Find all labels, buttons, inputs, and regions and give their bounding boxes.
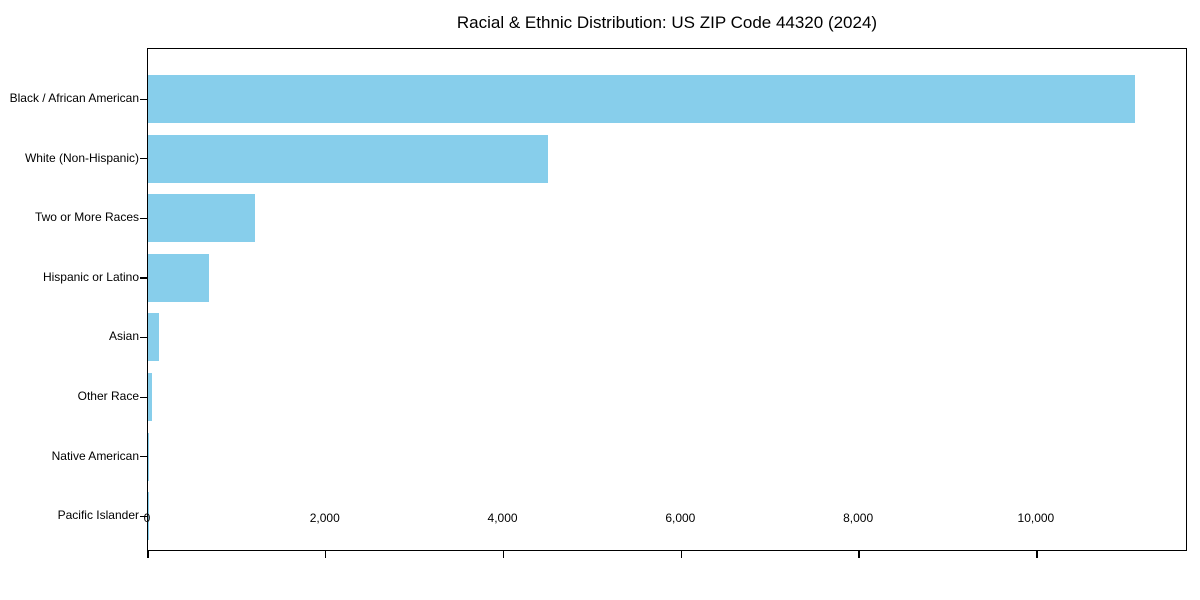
category-label: Black / African American: [9, 91, 139, 105]
category-label: White (Non-Hispanic): [24, 150, 139, 165]
category-label: Other Race: [77, 389, 139, 403]
category-label: Pacific Islander: [57, 508, 139, 523]
category-label: Two or More Races: [34, 210, 139, 225]
y-tick-mark: [140, 456, 148, 458]
bar-native-american: [148, 432, 150, 481]
x-tick-mark: [502, 550, 505, 558]
x-tick-mark: [325, 550, 327, 558]
category-label: Asian: [108, 329, 139, 344]
bar-hispanic-or-latino: [148, 253, 210, 302]
bar-black-african-american: [148, 75, 1135, 123]
x-tick-mark: [680, 550, 682, 558]
y-tick-mark: [140, 217, 148, 219]
x-tick-label: 2,000: [309, 511, 340, 525]
category-label: Native American: [51, 448, 139, 463]
x-tick-label: 0: [143, 511, 151, 525]
bar-asian: [148, 313, 159, 362]
plot-area: [140, 48, 1187, 558]
x-tick-mark: [1036, 550, 1038, 558]
x-tick-mark: [147, 550, 149, 558]
x-tick-label: 6,000: [665, 511, 696, 525]
x-tick-label: 8,000: [843, 511, 874, 525]
y-tick-mark: [140, 277, 148, 279]
x-tick-label: 10,000: [1017, 511, 1055, 525]
category-label: Hispanic or Latino: [42, 269, 139, 284]
x-tick-mark: [858, 550, 860, 558]
bar-white-non-hispanic: [148, 134, 548, 183]
y-tick-mark: [140, 158, 148, 160]
bar-other-race: [148, 373, 152, 421]
y-tick-mark: [140, 396, 148, 398]
x-tick-label: 4,000: [487, 511, 518, 525]
y-tick-mark: [140, 515, 148, 517]
chart-title: Racial & Ethnic Distribution: US ZIP Cod…: [456, 13, 878, 32]
y-tick-mark: [140, 336, 148, 339]
y-tick-mark: [140, 98, 148, 100]
bar-two-or-more-races: [148, 194, 255, 243]
